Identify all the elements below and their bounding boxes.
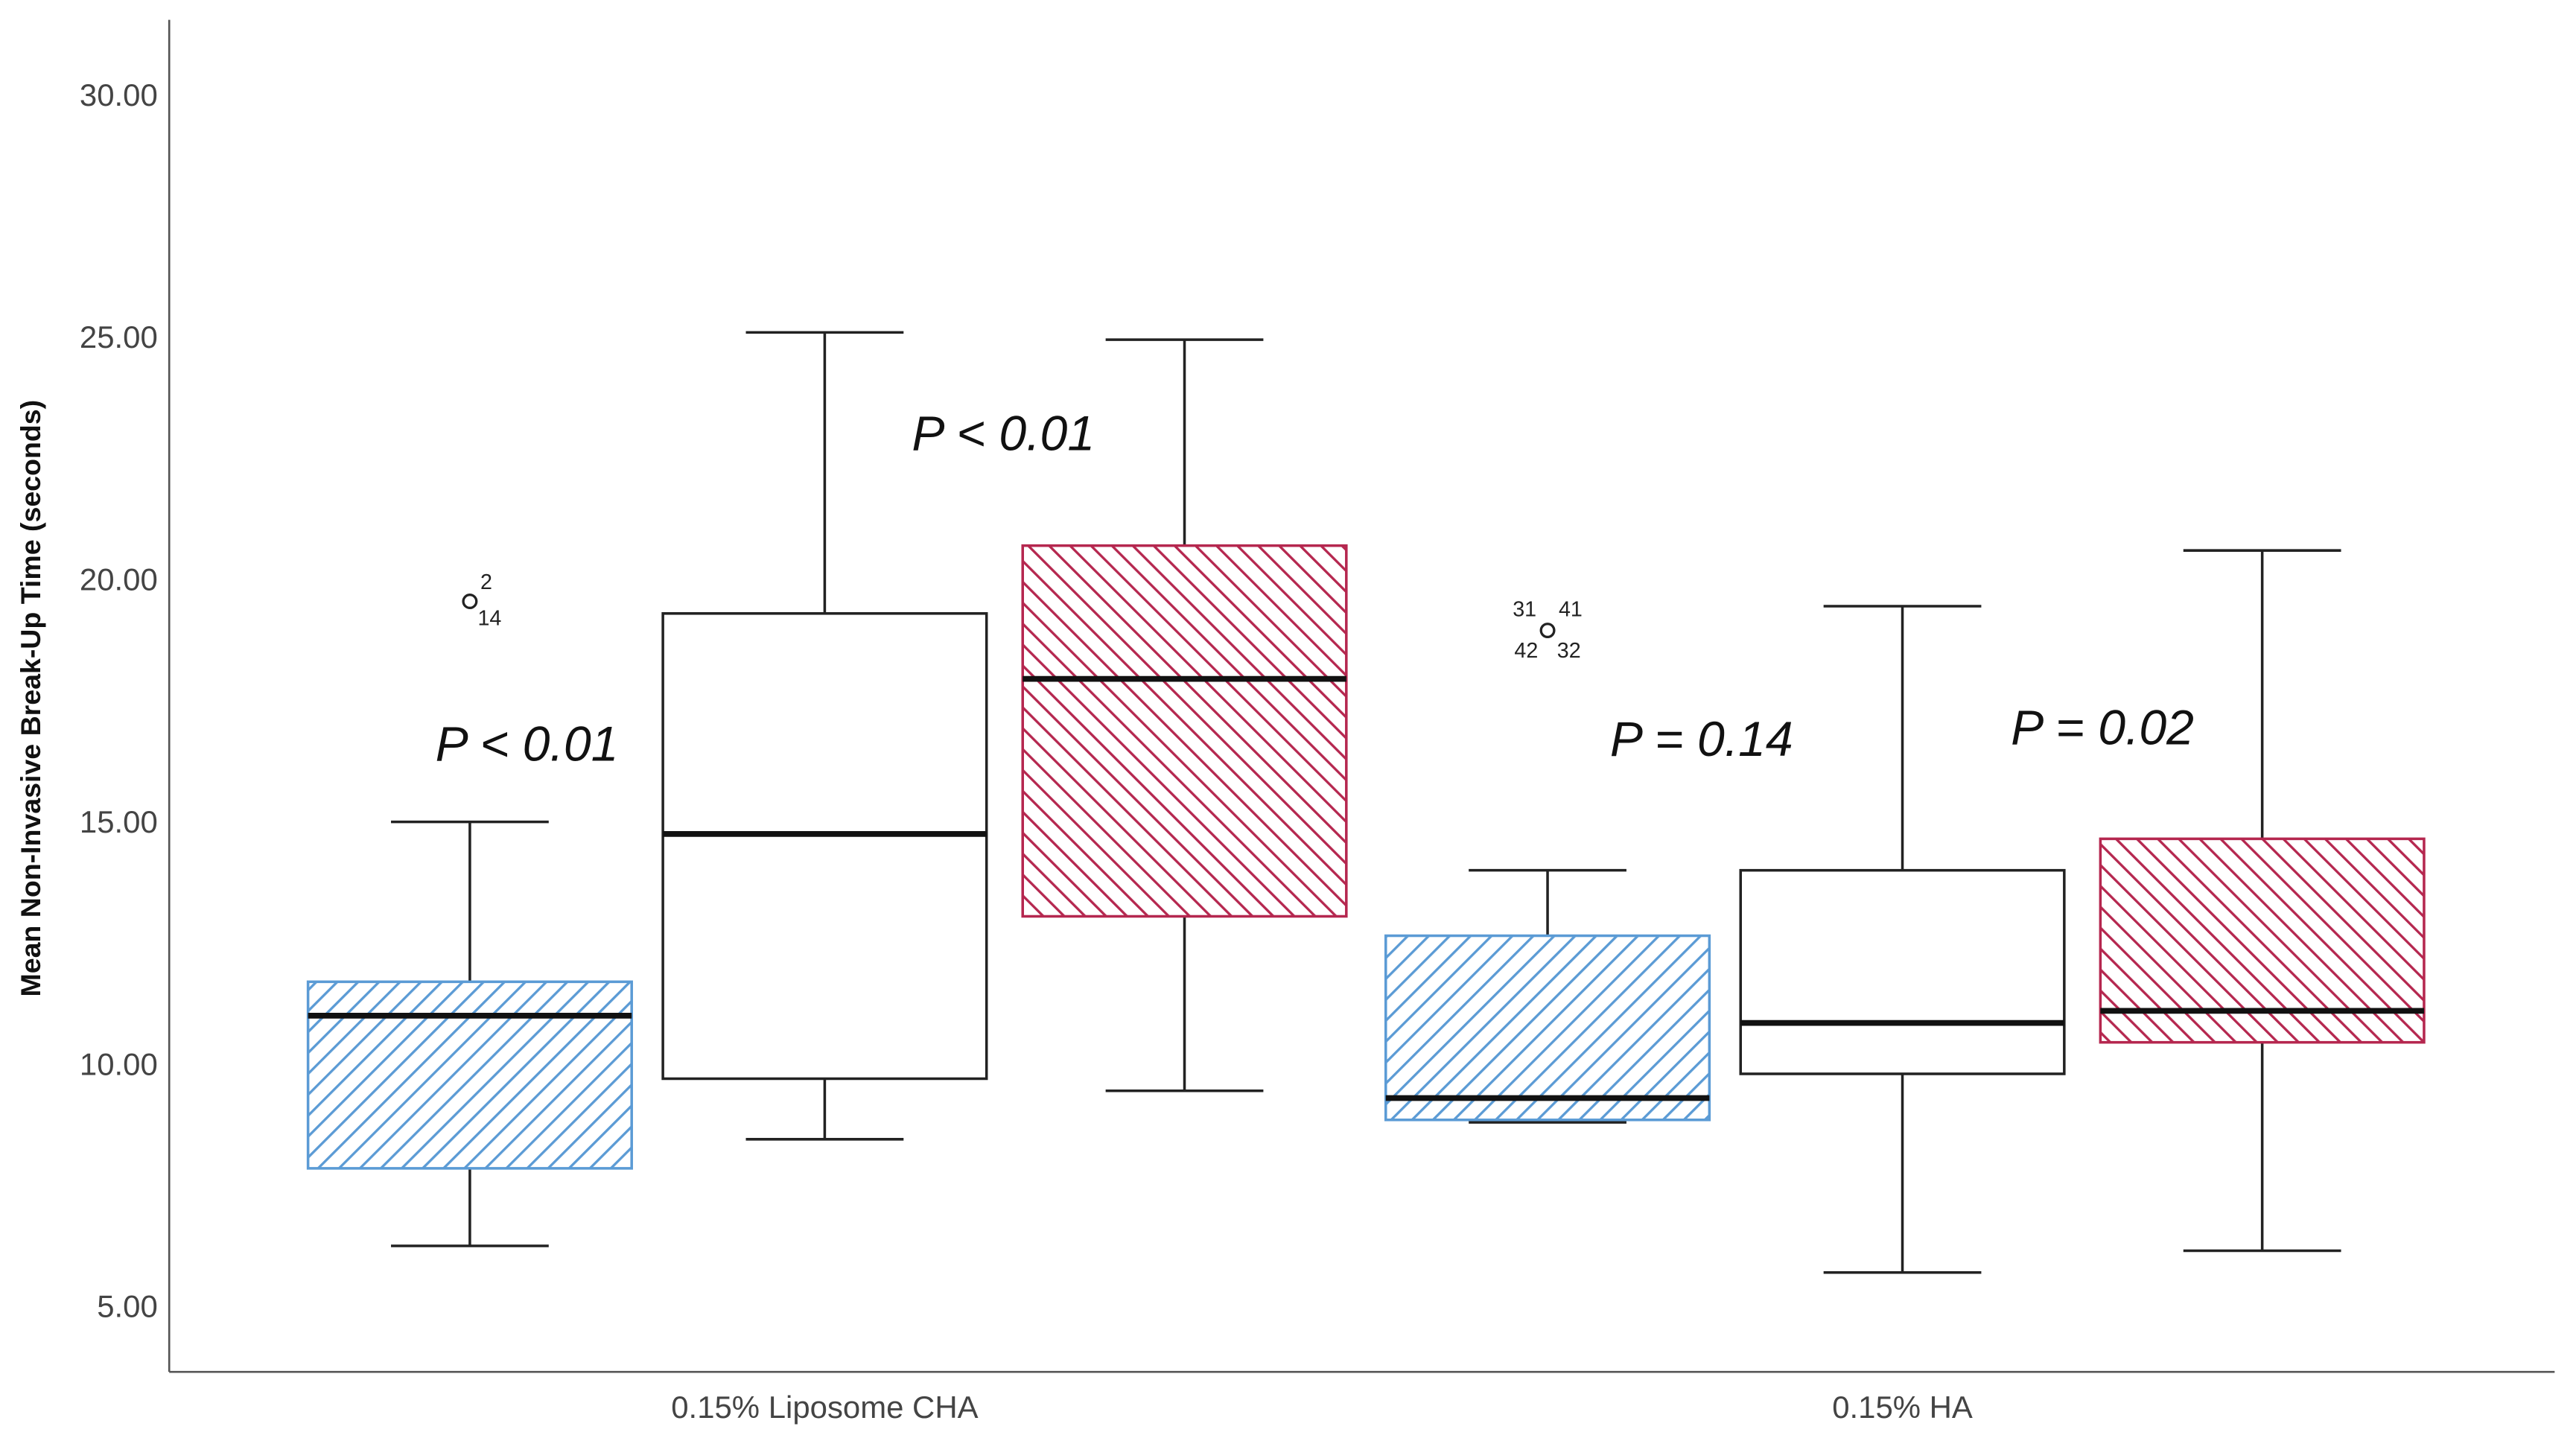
outlier — [462, 594, 478, 609]
outlier-label: 31 — [1513, 598, 1536, 622]
y-tick-label: 10.00 — [80, 1046, 158, 1081]
box — [661, 612, 988, 1081]
p-value: P = 0.14 — [1610, 712, 1793, 767]
x-tick-label: 0.15% Liposome CHA — [671, 1390, 978, 1425]
y-tick-label: 30.00 — [80, 77, 158, 112]
y-tick-label: 15.00 — [80, 804, 158, 839]
y-tick-label: 25.00 — [80, 319, 158, 354]
outlier-label: 14 — [477, 606, 501, 630]
box — [1739, 868, 2066, 1075]
box — [306, 980, 633, 1170]
box — [1384, 934, 1711, 1122]
box — [1021, 544, 1348, 918]
outlier — [1539, 623, 1556, 639]
p-value: P < 0.01 — [912, 406, 1095, 461]
y-axis-title: Mean Non-Invasive Break-Up Time (seconds… — [15, 400, 46, 997]
p-value: P = 0.02 — [2011, 700, 2194, 755]
outlier-label: 2 — [480, 570, 492, 594]
outlier-label: 32 — [1557, 639, 1581, 663]
y-tick-label: 20.00 — [80, 562, 158, 597]
outlier-label: 41 — [1559, 598, 1583, 622]
x-tick-label: 0.15% HA — [1832, 1390, 1973, 1425]
outlier-label: 42 — [1514, 639, 1538, 663]
p-value: P < 0.01 — [436, 716, 619, 772]
y-tick-label: 5.00 — [97, 1289, 158, 1324]
